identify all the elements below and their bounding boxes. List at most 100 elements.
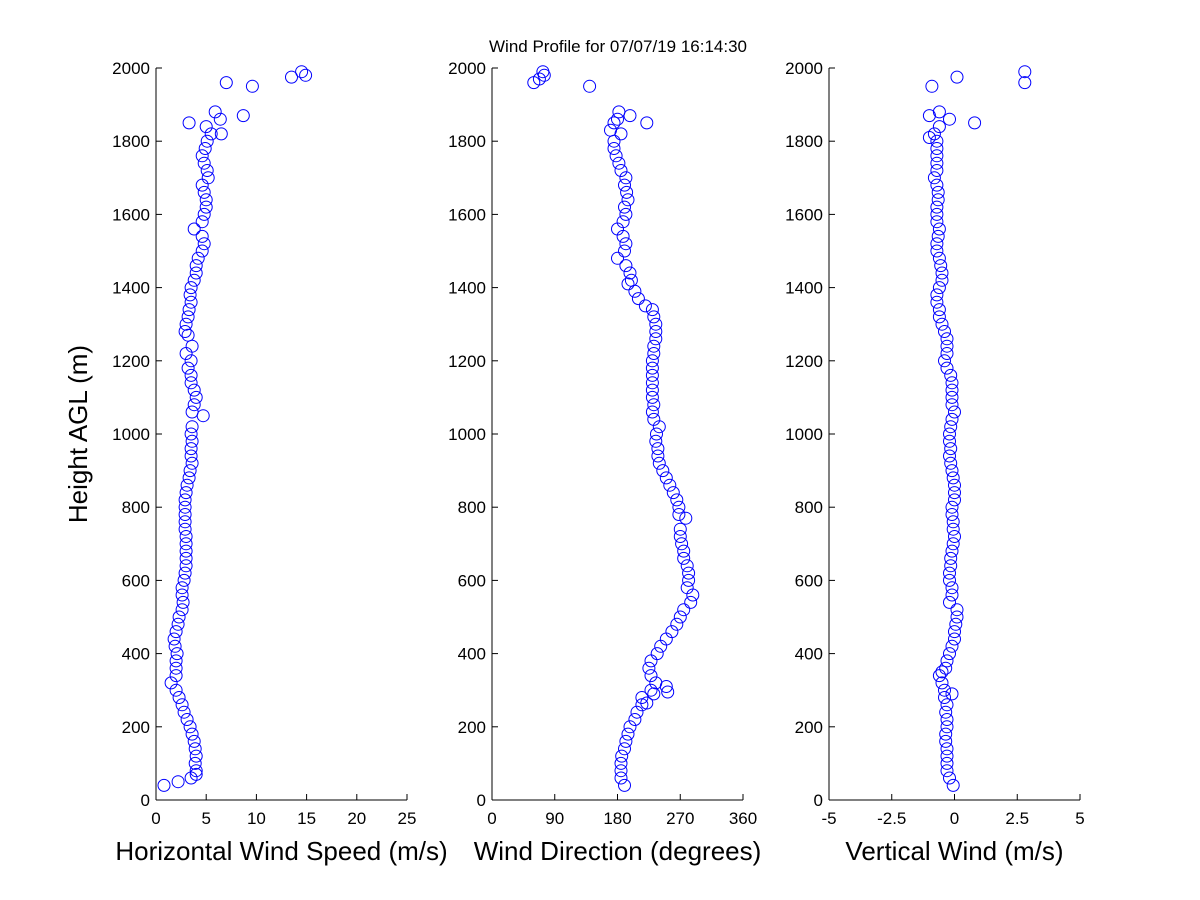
data-point <box>930 200 944 214</box>
data-point <box>932 120 946 134</box>
y-tick-label: 0 <box>141 791 150 810</box>
data-point <box>164 676 178 690</box>
data-point <box>171 775 185 789</box>
data-point <box>932 303 946 317</box>
data-point <box>614 764 628 778</box>
data-point <box>614 164 628 177</box>
data-point <box>185 434 199 448</box>
data-point <box>647 687 661 701</box>
y-tick-label: 2000 <box>448 59 486 78</box>
data-point <box>650 427 663 441</box>
data-point <box>180 478 194 492</box>
y-tick-label: 1800 <box>448 132 486 151</box>
y-tick-label: 200 <box>458 718 486 737</box>
data-point <box>672 508 686 521</box>
data-point <box>652 456 666 470</box>
data-point <box>948 625 961 639</box>
data-point <box>199 120 213 134</box>
data-point <box>938 683 951 697</box>
data-point <box>944 442 958 456</box>
data-point <box>927 127 941 141</box>
x-tick-label: 360 <box>729 809 757 828</box>
data-point <box>187 222 201 236</box>
data-point <box>932 310 946 324</box>
y-tick-label: 1000 <box>448 425 486 444</box>
data-point <box>623 109 637 123</box>
data-point <box>178 325 192 338</box>
data-point <box>172 691 186 704</box>
data-point <box>945 687 959 701</box>
data-point <box>945 398 959 412</box>
x-tick-label: 0 <box>950 809 959 828</box>
data-point <box>948 493 961 507</box>
data-point <box>188 742 202 756</box>
data-point <box>932 105 946 119</box>
data-point <box>943 566 956 580</box>
data-point <box>175 588 189 602</box>
data-point <box>204 127 218 141</box>
data-point <box>179 537 193 551</box>
data-point <box>940 654 954 668</box>
y-tick-label: 1600 <box>448 205 486 224</box>
data-point <box>635 691 649 704</box>
panels-group: 0 5 10 15 20 25 0 200 400 600 800 1000 1200 1400 1600 1… <box>63 59 1085 866</box>
data-point <box>619 207 633 221</box>
data-point <box>612 105 626 119</box>
data-point <box>931 185 945 199</box>
data-point <box>940 742 954 756</box>
data-point <box>618 178 631 192</box>
data-point <box>950 610 964 624</box>
data-point <box>179 486 193 500</box>
data-point <box>944 420 958 434</box>
data-point <box>661 685 675 699</box>
data-point <box>945 412 959 426</box>
data-point <box>945 383 959 397</box>
data-point <box>183 720 197 734</box>
data-point <box>201 171 215 185</box>
data-point <box>948 405 961 419</box>
data-point <box>930 244 944 258</box>
data-point <box>946 522 960 536</box>
data-point <box>169 683 183 697</box>
data-point <box>196 409 210 423</box>
data-point <box>583 79 597 93</box>
data-point <box>940 720 954 734</box>
data-point <box>188 756 202 770</box>
y-tick-label: 1800 <box>785 132 823 151</box>
x-tick-label: 5 <box>201 809 210 828</box>
data-point <box>169 669 183 683</box>
data-point <box>642 661 656 675</box>
data-point <box>185 727 199 741</box>
y-tick-label: 400 <box>795 645 823 664</box>
data-point <box>299 68 313 82</box>
data-point <box>938 691 951 704</box>
data-point <box>197 185 211 199</box>
data-point <box>630 705 644 719</box>
data-point <box>184 368 198 382</box>
data-point <box>938 354 951 368</box>
data-point <box>932 251 946 265</box>
data-point <box>940 339 954 353</box>
data-point <box>680 559 694 573</box>
y-tick-label: 400 <box>458 645 486 664</box>
x-tick-label: -2.5 <box>877 809 906 828</box>
data-point <box>680 581 694 595</box>
data-point <box>651 449 665 463</box>
data-point <box>647 412 661 426</box>
data-point <box>670 617 684 631</box>
data-point <box>939 734 953 748</box>
panel-vertical: -5 -2.5 0 2.5 5 0 200 400 600 800 1000 1200 1400 1600… <box>785 59 1085 866</box>
data-point <box>619 171 633 185</box>
data-point <box>214 127 228 141</box>
y-tick-label: 1800 <box>112 132 150 151</box>
data-point <box>157 778 171 792</box>
data-point <box>675 537 689 551</box>
panel-direction: 0 90 180 270 360 0 200 400 600 800 1000 1200 1400 160… <box>448 59 761 866</box>
data-point <box>677 544 691 558</box>
y-tick-label: 0 <box>477 791 486 810</box>
data-point <box>649 434 663 448</box>
data-point <box>187 273 201 287</box>
data-point <box>199 200 213 214</box>
y-tick-label: 200 <box>122 718 150 737</box>
data-point <box>612 156 626 170</box>
